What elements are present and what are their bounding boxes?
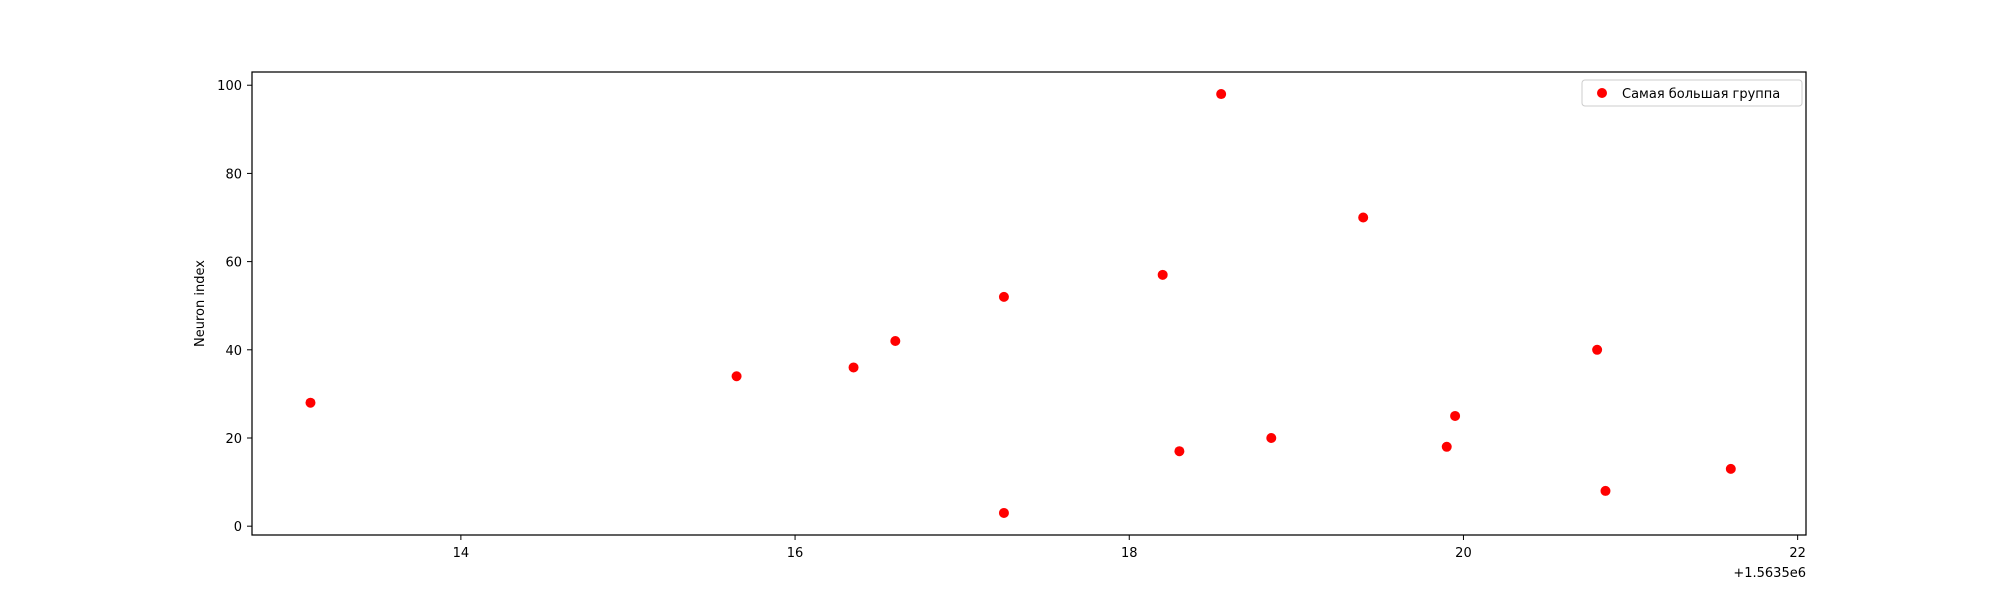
- data-point: [1157, 269, 1168, 280]
- data-point: [848, 362, 859, 373]
- y-tick-label: 60: [225, 256, 242, 271]
- y-tick-label: 100: [217, 79, 242, 94]
- x-axis-offset-label: +1.5635e6: [1733, 566, 1806, 581]
- data-point: [1441, 441, 1452, 452]
- y-tick-label: 80: [225, 167, 242, 182]
- data-point: [890, 335, 901, 346]
- data-point: [1266, 432, 1277, 443]
- legend-marker: [1597, 88, 1607, 98]
- data-points: [305, 89, 1736, 518]
- x-tick-label: 14: [453, 546, 470, 561]
- data-point: [1216, 89, 1227, 100]
- legend-box: [1581, 79, 1803, 107]
- y-tick-label: 0: [234, 520, 242, 535]
- x-tick-label: 20: [1455, 546, 1472, 561]
- legend-series-label: Самая большая группа: [1622, 87, 1780, 102]
- legend: Самая большая группа: [1581, 79, 1803, 107]
- y-tick-label: 20: [225, 432, 242, 447]
- data-point: [1174, 446, 1185, 457]
- y-axis: 0 20 40 60 80 100: [217, 79, 252, 535]
- x-tick-label: 22: [1789, 546, 1806, 561]
- x-tick-label: 16: [787, 546, 804, 561]
- data-point: [1725, 463, 1736, 474]
- data-point: [998, 291, 1009, 302]
- data-point: [305, 397, 316, 408]
- data-point: [1600, 485, 1611, 496]
- y-tick-label: 40: [225, 344, 242, 359]
- plot-area-frame: [251, 71, 1807, 536]
- data-point: [998, 507, 1009, 518]
- data-point: [1450, 410, 1461, 421]
- x-axis: 14 16 18 20 22: [453, 535, 1806, 561]
- data-point: [731, 371, 742, 382]
- data-point: [1592, 344, 1603, 355]
- x-tick-label: 18: [1121, 546, 1138, 561]
- data-point: [1358, 212, 1369, 223]
- y-axis-label: Neuron index: [193, 260, 208, 347]
